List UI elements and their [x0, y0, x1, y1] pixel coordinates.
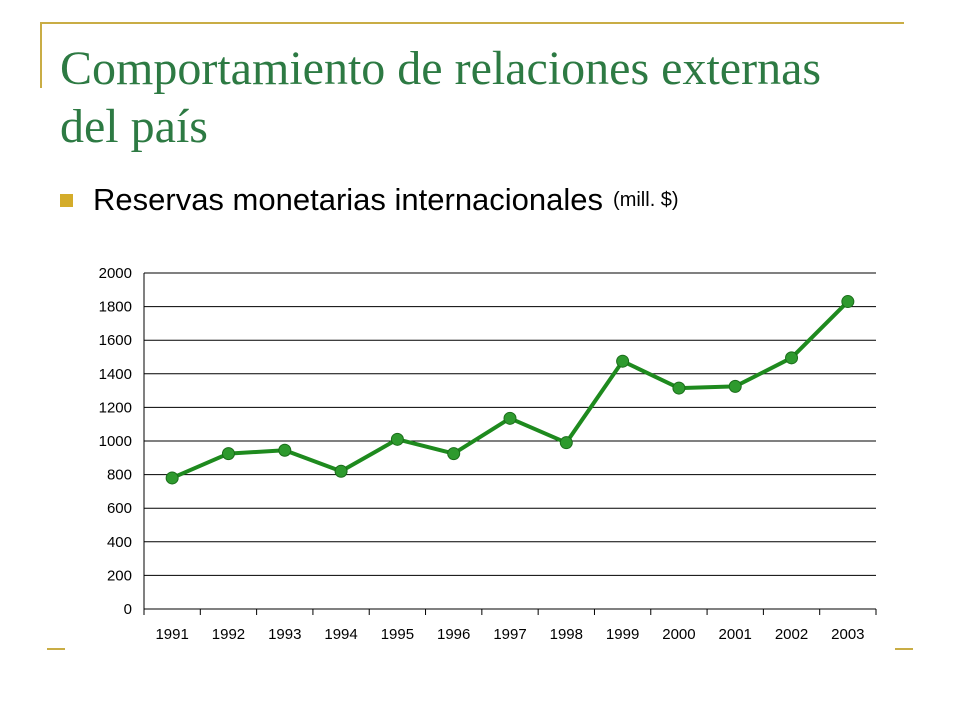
data-point-marker	[334, 464, 348, 478]
x-tick-label: 2002	[775, 626, 808, 643]
x-tick-label: 1995	[381, 626, 414, 643]
series-line	[171, 300, 850, 480]
slide-frame-top-rule	[40, 22, 904, 24]
x-tick-label: 2003	[831, 626, 864, 643]
y-tick-label: 1200	[99, 399, 132, 416]
x-tick-label: 1998	[550, 626, 583, 643]
x-tick-label: 1991	[155, 626, 188, 643]
x-tick-label: 2000	[662, 626, 695, 643]
y-tick-label: 2000	[99, 265, 132, 282]
x-tick-label: 1993	[268, 626, 301, 643]
y-tick-label: 1600	[99, 332, 132, 349]
slide-title: Comportamiento de relaciones externas de…	[60, 42, 822, 153]
y-tick-label: 600	[107, 500, 132, 517]
bullet-text: Reservas monetarias internacionales	[93, 182, 604, 217]
data-point-marker	[503, 411, 517, 425]
y-tick-label: 1000	[99, 433, 132, 450]
x-tick-label: 1994	[324, 626, 357, 643]
y-tick-label: 400	[107, 534, 132, 551]
square-bullet-icon	[60, 193, 73, 207]
slide-frame-bottom-left-rule	[47, 648, 65, 650]
data-point-marker	[672, 381, 686, 395]
y-tick-label: 800	[107, 467, 132, 484]
y-tick-label: 1800	[99, 299, 132, 316]
x-tick-label: 2001	[719, 626, 752, 643]
data-point-marker	[278, 443, 292, 457]
data-point-marker	[390, 432, 404, 446]
y-tick-label: 1400	[99, 366, 132, 383]
bullet-unit: (mill. $)	[613, 188, 679, 211]
data-point-marker	[221, 447, 235, 461]
data-point-marker	[559, 436, 573, 450]
y-tick-label: 0	[124, 601, 132, 618]
bullet-item: Reservas monetarias internacionales (mil…	[60, 180, 679, 220]
data-point-marker	[728, 379, 742, 393]
data-point-marker	[165, 471, 179, 485]
x-tick-label: 1997	[493, 626, 526, 643]
reserves-line-chart: 0 200 400 600 800 1000 1200 1400 1600 1800 2000 199…	[99, 265, 877, 643]
data-point-marker	[447, 447, 461, 461]
x-tick-label: 1996	[437, 626, 470, 643]
data-point-marker	[841, 295, 855, 309]
x-tick-label: 1999	[606, 626, 639, 643]
x-tick-label: 1992	[212, 626, 245, 643]
data-point-marker	[785, 351, 799, 365]
slide-frame-left-rule	[40, 22, 42, 88]
y-tick-label: 200	[107, 567, 132, 584]
slide-frame-bottom-right-rule	[895, 648, 913, 650]
data-point-marker	[616, 354, 630, 368]
